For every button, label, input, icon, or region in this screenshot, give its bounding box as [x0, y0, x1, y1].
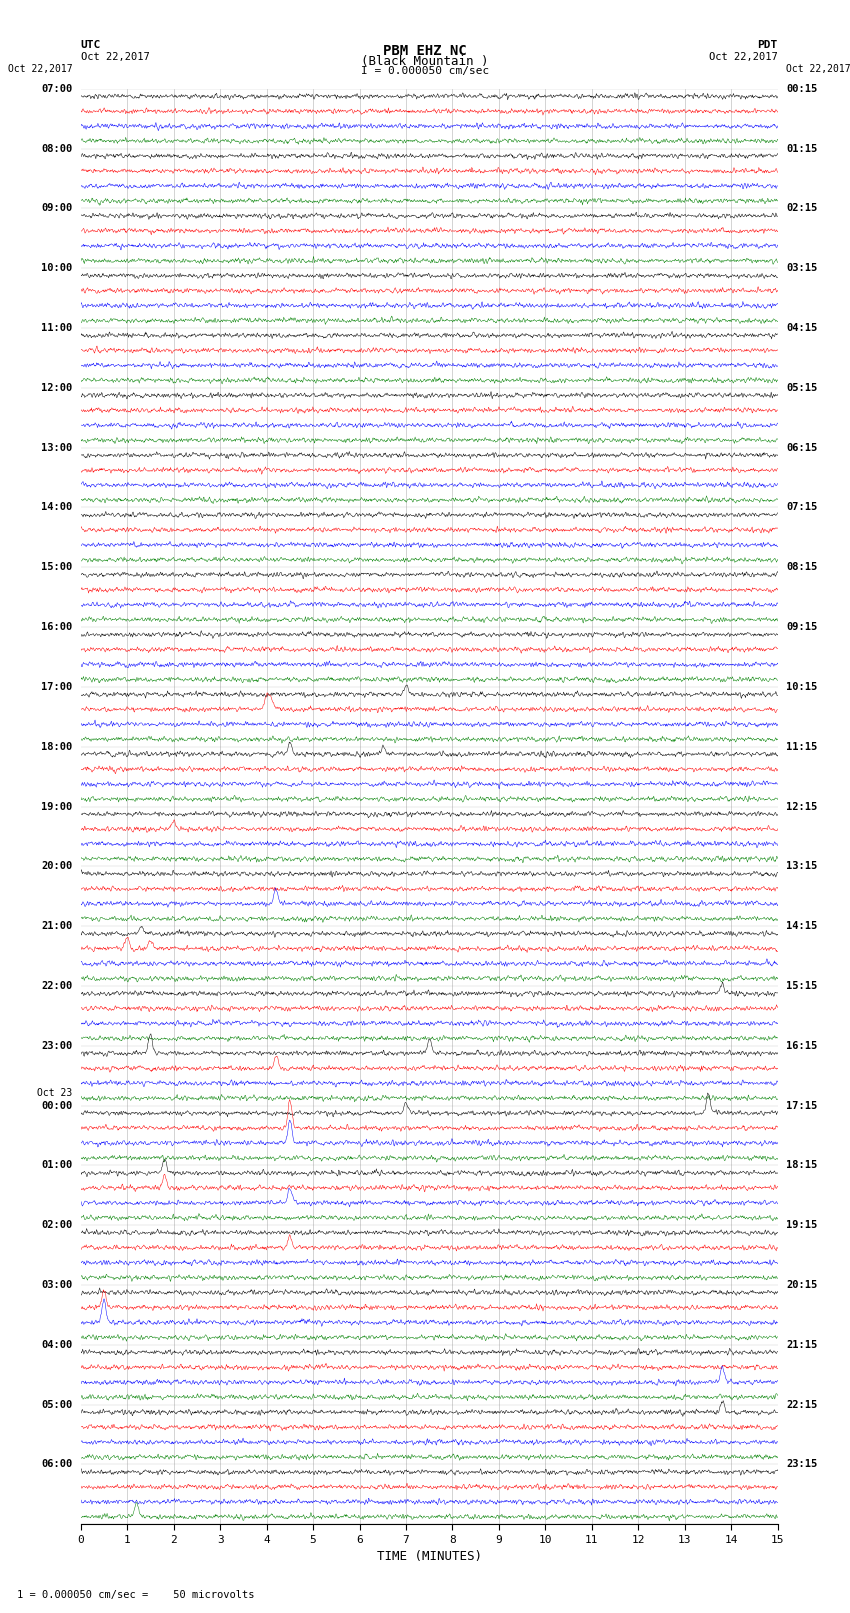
- Text: 08:15: 08:15: [786, 563, 818, 573]
- Text: 10:15: 10:15: [786, 682, 818, 692]
- Text: 22:15: 22:15: [786, 1400, 818, 1410]
- Text: 03:00: 03:00: [41, 1281, 72, 1290]
- Text: 21:00: 21:00: [41, 921, 72, 931]
- Text: 06:15: 06:15: [786, 442, 818, 453]
- Text: 19:15: 19:15: [786, 1219, 818, 1231]
- Text: 07:15: 07:15: [786, 502, 818, 513]
- Text: 13:00: 13:00: [41, 442, 72, 453]
- Text: Oct 22,2017: Oct 22,2017: [786, 65, 850, 74]
- Text: 06:00: 06:00: [41, 1460, 72, 1469]
- Text: 11:15: 11:15: [786, 742, 818, 752]
- Text: 05:00: 05:00: [41, 1400, 72, 1410]
- Text: 15:15: 15:15: [786, 981, 818, 990]
- Text: 04:15: 04:15: [786, 323, 818, 332]
- Text: 01:00: 01:00: [41, 1160, 72, 1171]
- Text: UTC: UTC: [81, 40, 101, 50]
- Text: 11:00: 11:00: [41, 323, 72, 332]
- Text: 03:15: 03:15: [786, 263, 818, 273]
- Text: Oct 23: Oct 23: [37, 1089, 72, 1098]
- Text: 09:00: 09:00: [41, 203, 72, 213]
- Text: 12:15: 12:15: [786, 802, 818, 811]
- Text: 07:00: 07:00: [41, 84, 72, 94]
- Text: 09:15: 09:15: [786, 623, 818, 632]
- Text: 20:15: 20:15: [786, 1281, 818, 1290]
- Text: Oct 22,2017: Oct 22,2017: [8, 65, 72, 74]
- Text: 08:00: 08:00: [41, 144, 72, 153]
- Text: 02:00: 02:00: [41, 1219, 72, 1231]
- Text: 00:15: 00:15: [786, 84, 818, 94]
- Text: 16:15: 16:15: [786, 1040, 818, 1050]
- Text: 21:15: 21:15: [786, 1340, 818, 1350]
- Text: 05:15: 05:15: [786, 382, 818, 394]
- Text: PBM EHZ NC: PBM EHZ NC: [383, 44, 467, 58]
- Text: Oct 22,2017: Oct 22,2017: [81, 52, 150, 61]
- Text: 20:00: 20:00: [41, 861, 72, 871]
- Text: 10:00: 10:00: [41, 263, 72, 273]
- X-axis label: TIME (MINUTES): TIME (MINUTES): [377, 1550, 482, 1563]
- Text: 22:00: 22:00: [41, 981, 72, 990]
- Text: 14:00: 14:00: [41, 502, 72, 513]
- Text: 00:00: 00:00: [41, 1100, 72, 1111]
- Text: I = 0.000050 cm/sec: I = 0.000050 cm/sec: [361, 66, 489, 76]
- Text: 04:00: 04:00: [41, 1340, 72, 1350]
- Text: 13:15: 13:15: [786, 861, 818, 871]
- Text: 16:00: 16:00: [41, 623, 72, 632]
- Text: 19:00: 19:00: [41, 802, 72, 811]
- Text: 12:00: 12:00: [41, 382, 72, 394]
- Text: 18:00: 18:00: [41, 742, 72, 752]
- Text: 23:15: 23:15: [786, 1460, 818, 1469]
- Text: 17:15: 17:15: [786, 1100, 818, 1111]
- Text: Oct 22,2017: Oct 22,2017: [709, 52, 778, 61]
- Text: (Black Mountain ): (Black Mountain ): [361, 55, 489, 68]
- Text: PDT: PDT: [757, 40, 778, 50]
- Text: 14:15: 14:15: [786, 921, 818, 931]
- Text: 15:00: 15:00: [41, 563, 72, 573]
- Text: 23:00: 23:00: [41, 1040, 72, 1050]
- Text: 01:15: 01:15: [786, 144, 818, 153]
- Text: 17:00: 17:00: [41, 682, 72, 692]
- Text: 02:15: 02:15: [786, 203, 818, 213]
- Text: 1 = 0.000050 cm/sec =    50 microvolts: 1 = 0.000050 cm/sec = 50 microvolts: [17, 1590, 254, 1600]
- Text: 18:15: 18:15: [786, 1160, 818, 1171]
